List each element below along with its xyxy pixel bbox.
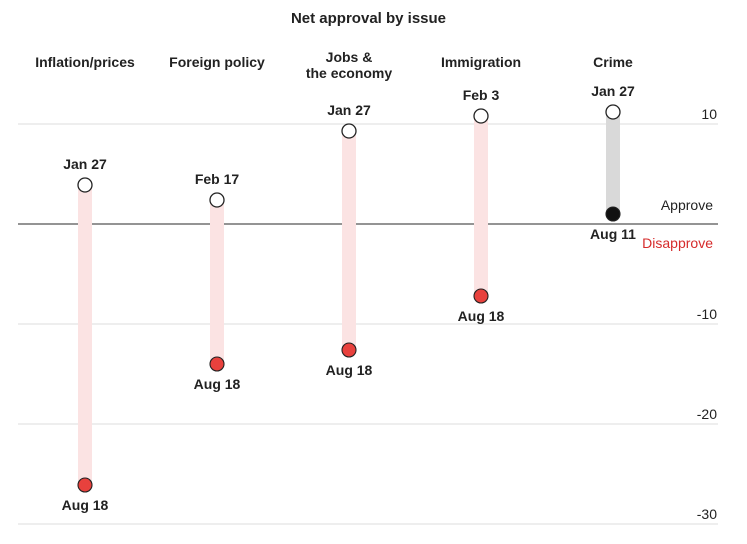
category-label: Crime [593,54,633,70]
start-point [473,108,489,124]
range-bar [210,200,224,364]
end-date-label: Aug 18 [194,376,241,392]
y-tick-label: -20 [697,406,717,422]
start-point [605,104,621,120]
end-date-label: Aug 18 [62,497,109,513]
end-point [77,477,93,493]
end-point [605,206,621,222]
approve-label: Approve [661,197,713,213]
range-bar [606,112,620,214]
start-date-label: Feb 3 [463,87,500,103]
start-date-label: Feb 17 [195,171,240,187]
range-bar [342,131,356,350]
category-label: Jobs & [326,49,373,65]
range-bar [78,185,92,485]
y-tick-label: -10 [697,306,717,322]
start-date-label: Jan 27 [63,156,107,172]
end-point [473,288,489,304]
end-date-label: Aug 18 [458,308,505,324]
start-point [77,177,93,193]
end-date-label: Aug 11 [590,226,636,242]
category-label: Immigration [441,54,521,70]
disapprove-label: Disapprove [642,235,713,251]
category-label: the economy [306,65,393,81]
y-tick-label: -30 [697,506,717,522]
start-point [341,123,357,139]
category-label: Foreign policy [169,54,265,70]
end-date-label: Aug 18 [326,362,373,378]
y-tick-label: 10 [701,106,717,122]
end-point [209,356,225,372]
end-point [341,342,357,358]
start-date-label: Jan 27 [591,83,635,99]
chart-title: Net approval by issue [290,10,447,27]
start-point [209,192,225,208]
range-bar [474,116,488,296]
start-date-label: Jan 27 [327,102,371,118]
category-label: Inflation/prices [35,54,135,70]
